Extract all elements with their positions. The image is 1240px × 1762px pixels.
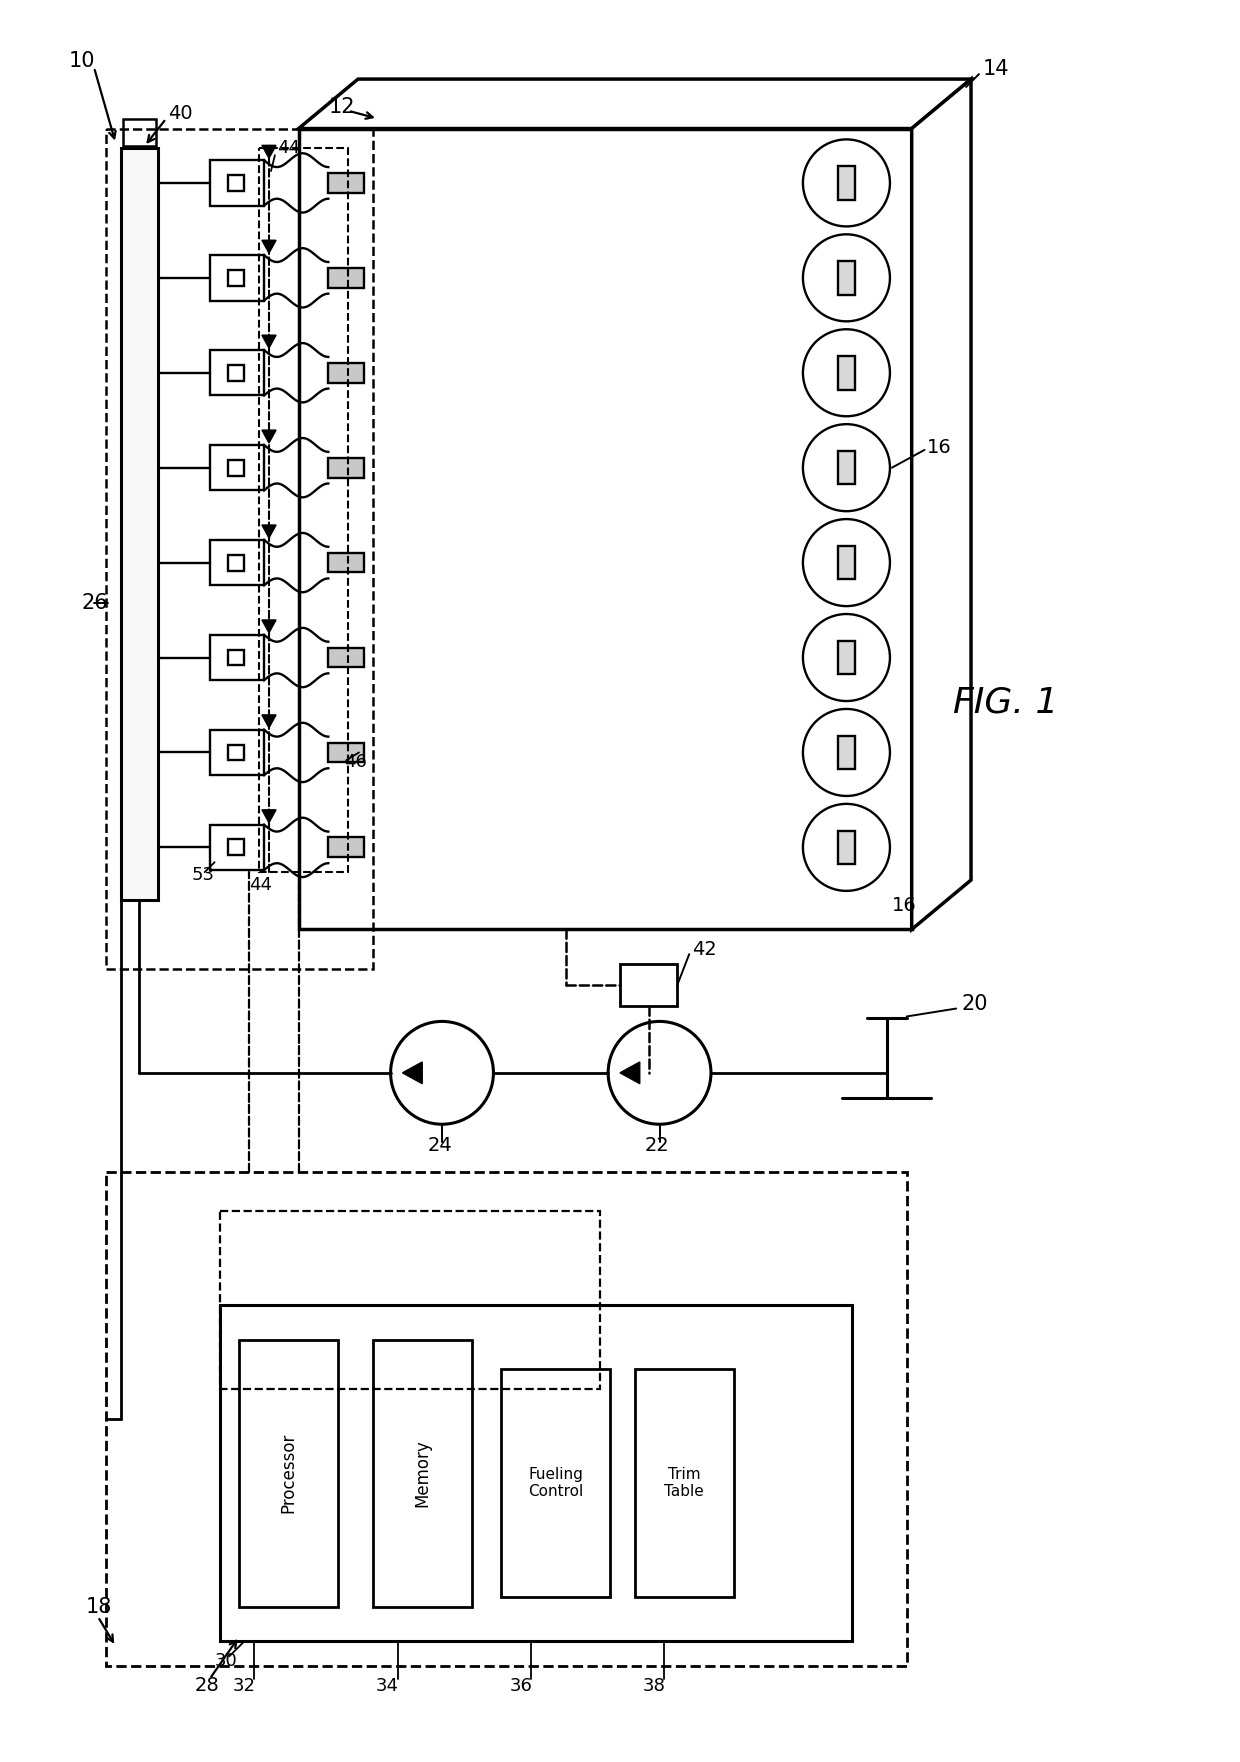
Text: 24: 24 <box>428 1136 451 1156</box>
Bar <box>837 451 856 485</box>
Text: 44: 44 <box>277 139 300 157</box>
Text: 26: 26 <box>81 594 108 613</box>
Bar <box>635 1369 734 1596</box>
Bar <box>228 270 244 285</box>
Polygon shape <box>262 620 277 633</box>
Text: 44: 44 <box>249 876 273 893</box>
Bar <box>210 160 264 206</box>
Bar <box>501 1369 610 1596</box>
Bar <box>105 1172 906 1667</box>
Bar <box>329 458 363 478</box>
Bar <box>239 1339 339 1607</box>
Bar <box>210 539 264 585</box>
Bar <box>105 129 373 969</box>
Text: 34: 34 <box>376 1677 399 1695</box>
Bar <box>123 118 156 146</box>
Bar <box>259 148 348 872</box>
Bar <box>329 742 363 763</box>
Bar <box>837 737 856 770</box>
Bar <box>837 641 856 675</box>
Text: 53: 53 <box>192 867 215 885</box>
Text: 22: 22 <box>645 1136 670 1156</box>
Text: 38: 38 <box>644 1677 666 1695</box>
Bar <box>299 129 911 929</box>
Bar <box>228 839 244 855</box>
Text: FIG. 1: FIG. 1 <box>954 685 1058 719</box>
Polygon shape <box>262 715 277 728</box>
Text: 30: 30 <box>215 1653 237 1670</box>
Bar <box>219 1306 852 1642</box>
Text: 18: 18 <box>86 1596 113 1618</box>
Polygon shape <box>262 240 277 254</box>
Bar <box>210 634 264 680</box>
Bar <box>837 356 856 389</box>
Bar <box>210 446 264 490</box>
Bar <box>837 166 856 199</box>
Bar <box>210 825 264 870</box>
Bar <box>329 268 363 287</box>
Text: 16: 16 <box>926 439 951 458</box>
Text: 36: 36 <box>510 1677 532 1695</box>
Bar <box>219 1210 600 1388</box>
Bar <box>837 546 856 580</box>
Bar <box>620 964 677 1006</box>
Bar <box>329 648 363 668</box>
Text: 32: 32 <box>233 1677 255 1695</box>
Bar <box>837 830 856 863</box>
Bar <box>373 1339 471 1607</box>
Bar <box>228 745 244 761</box>
Polygon shape <box>911 79 971 929</box>
Bar <box>210 351 264 395</box>
Polygon shape <box>620 1062 640 1084</box>
Bar <box>837 261 856 294</box>
Text: 16: 16 <box>892 897 916 914</box>
Bar <box>228 650 244 666</box>
Polygon shape <box>262 144 277 159</box>
Polygon shape <box>262 335 277 349</box>
Text: Fueling
Control: Fueling Control <box>528 1468 583 1499</box>
Bar <box>228 460 244 476</box>
Text: 10: 10 <box>68 51 94 70</box>
Bar <box>329 173 363 192</box>
Polygon shape <box>262 525 277 537</box>
Text: 12: 12 <box>329 97 355 116</box>
Text: 28: 28 <box>195 1676 219 1695</box>
Bar <box>228 555 244 571</box>
Bar <box>228 365 244 381</box>
Bar <box>329 553 363 573</box>
Text: 46: 46 <box>345 754 367 772</box>
Text: 20: 20 <box>961 994 987 1013</box>
Polygon shape <box>262 811 277 823</box>
Text: Memory: Memory <box>413 1440 432 1507</box>
Bar <box>329 363 363 382</box>
Text: Trim
Table: Trim Table <box>665 1468 704 1499</box>
Bar <box>228 174 244 190</box>
Text: Processor: Processor <box>280 1433 298 1514</box>
Polygon shape <box>403 1062 423 1084</box>
Polygon shape <box>299 79 971 129</box>
Bar <box>210 255 264 301</box>
Bar <box>120 148 159 900</box>
Text: 42: 42 <box>692 939 717 959</box>
Text: 14: 14 <box>983 60 1009 79</box>
Bar <box>329 837 363 858</box>
Text: 40: 40 <box>169 104 192 123</box>
Bar <box>210 729 264 775</box>
Polygon shape <box>262 430 277 442</box>
